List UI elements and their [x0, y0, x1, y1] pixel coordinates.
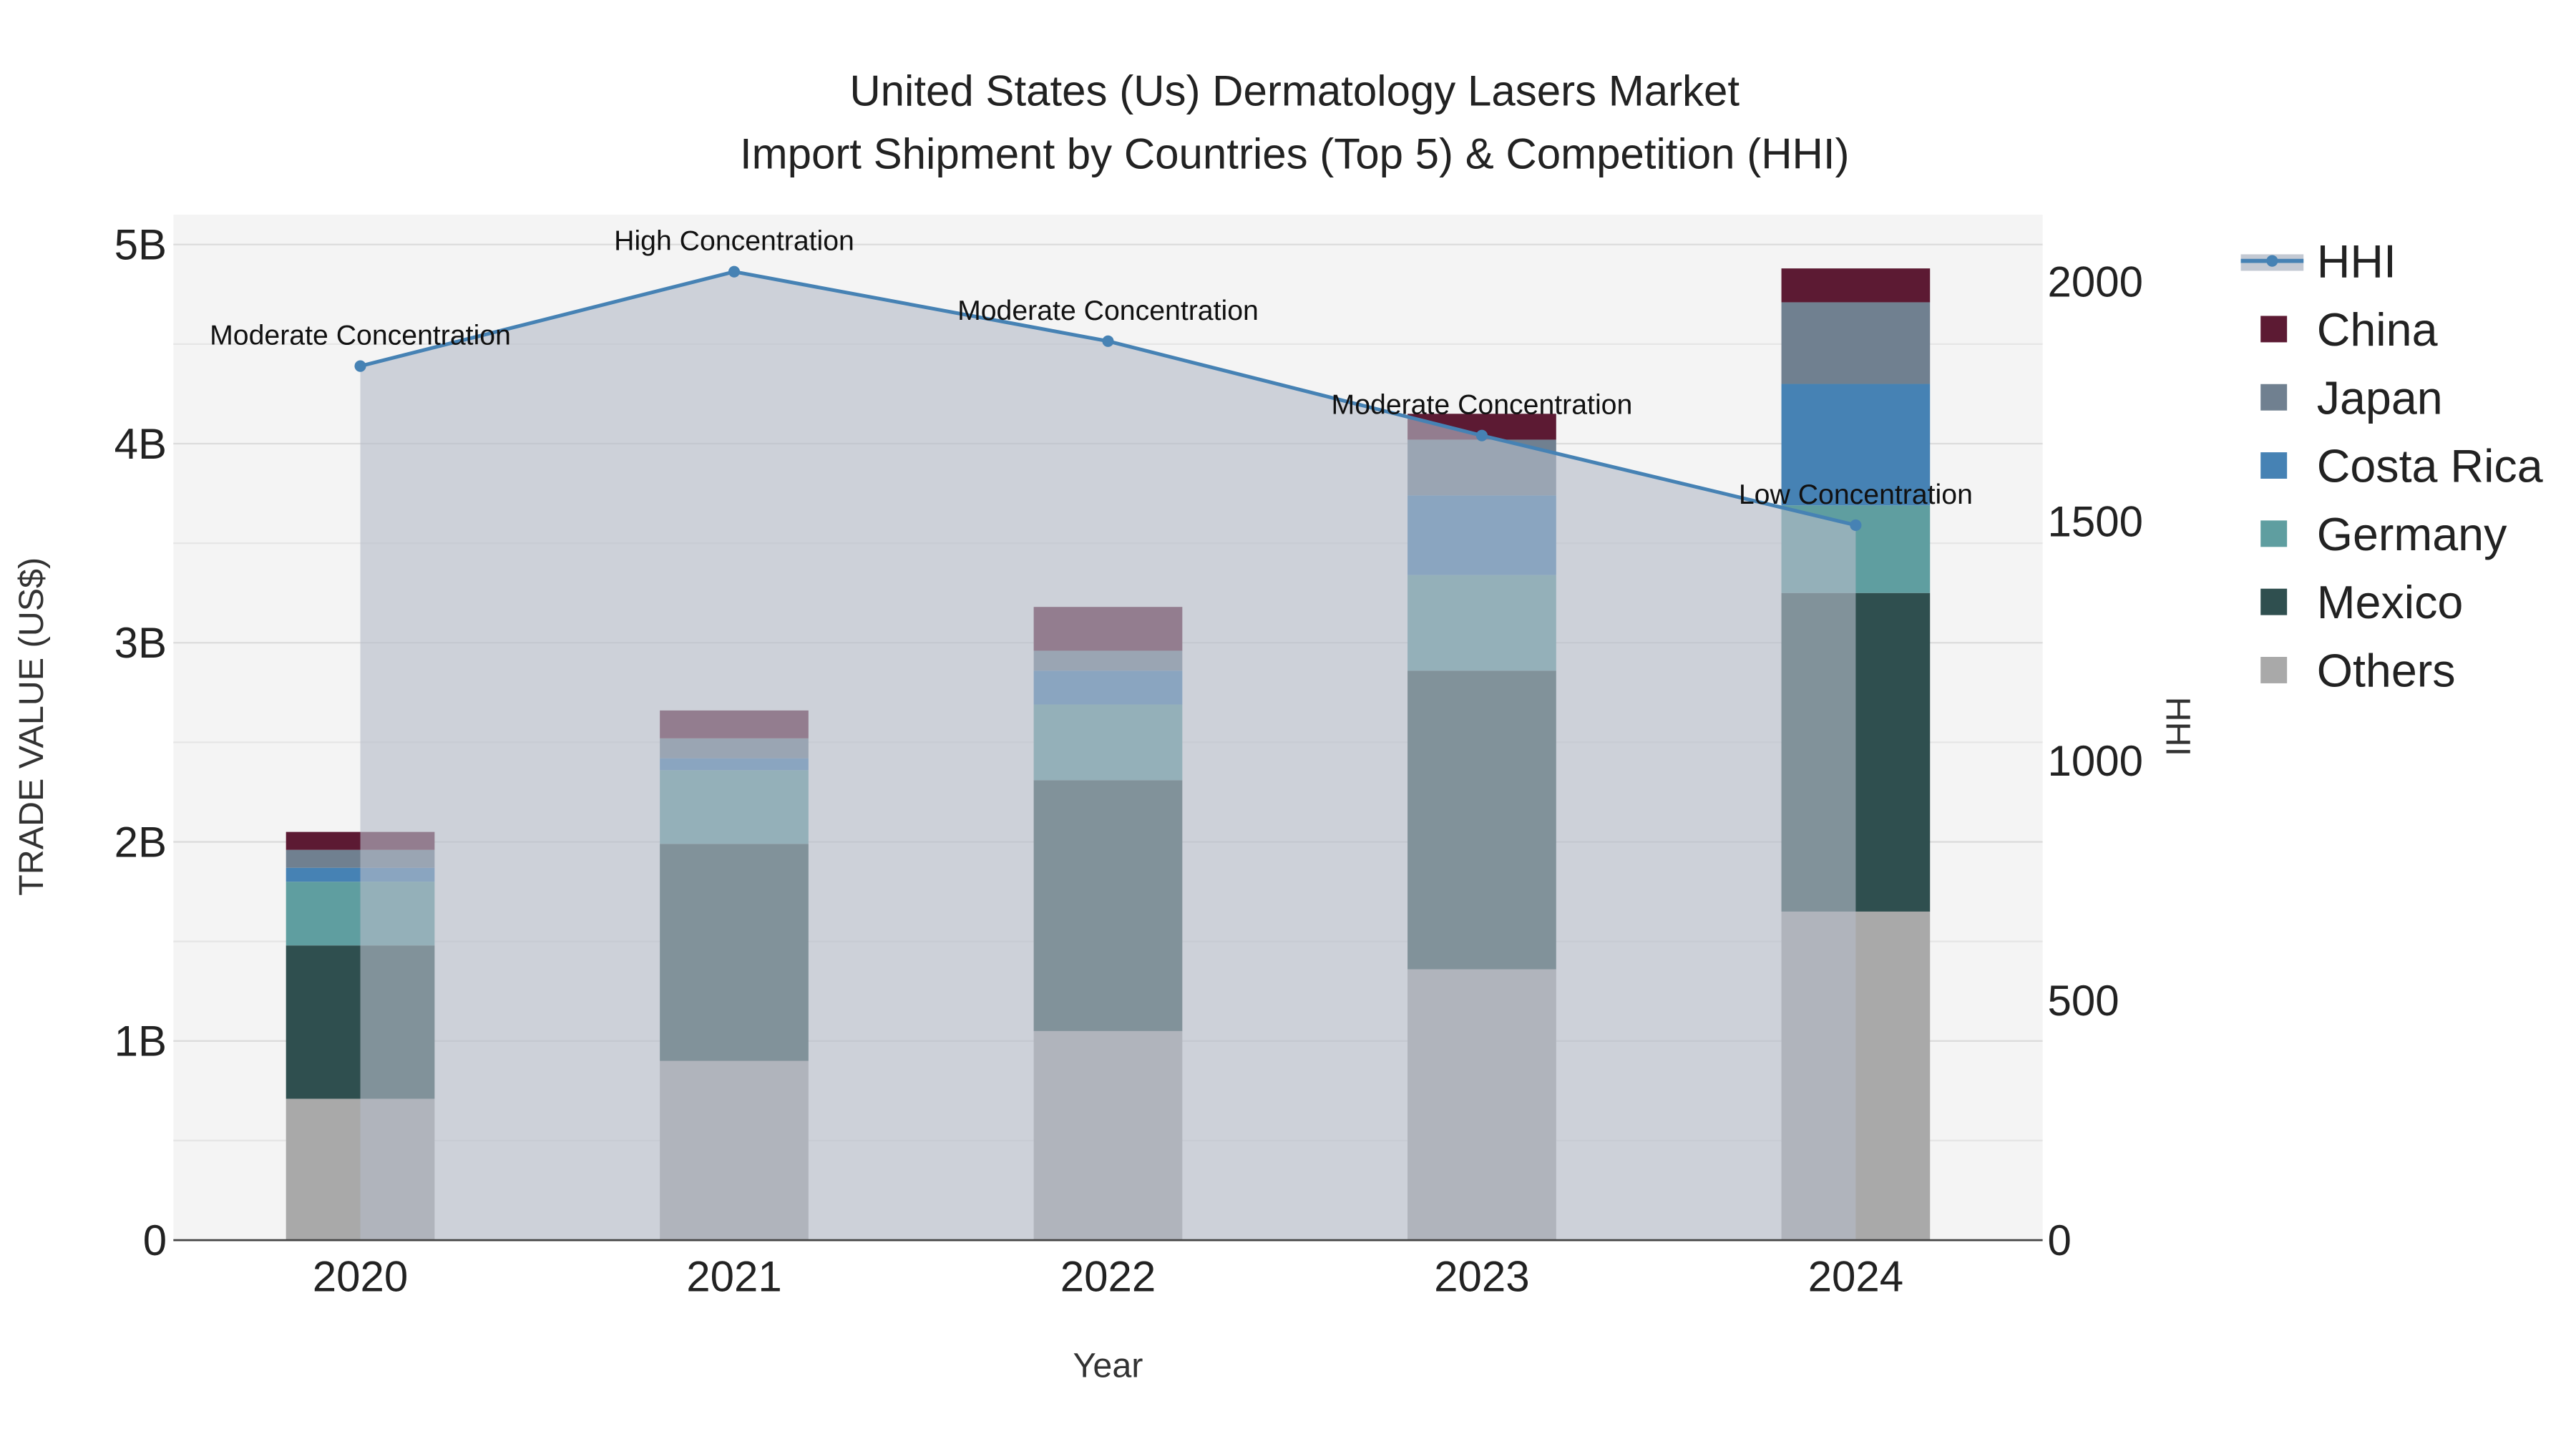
- hhi-point: [1475, 429, 1488, 441]
- x-tick-label: 2020: [313, 1253, 408, 1301]
- x-axis-label: Year: [1073, 1347, 1143, 1385]
- hhi-point: [354, 360, 366, 372]
- hhi-point: [1850, 519, 1862, 532]
- legend-label-hhi: HHI: [2317, 236, 2396, 288]
- y-tick-label: 2B: [114, 818, 167, 866]
- hhi-annotation: Moderate Concentration: [957, 295, 1259, 326]
- legend-label-germany: Germany: [2317, 509, 2507, 560]
- hhi-annotation: Low Concentration: [1739, 479, 1973, 510]
- legend-label-others: Others: [2317, 645, 2456, 697]
- hhi-area: [360, 271, 1856, 1241]
- legend-swatch-japan: [2260, 384, 2288, 411]
- chart-title: United States (Us) Dermatology Lasers Ma…: [849, 67, 1740, 115]
- y-tick-label: 0: [143, 1216, 167, 1264]
- x-tick-label: 2023: [1434, 1253, 1529, 1301]
- chart-subtitle: Import Shipment by Countries (Top 5) & C…: [740, 130, 1850, 177]
- legend-swatch-hhi-marker: [2266, 255, 2278, 267]
- hhi-point: [728, 265, 741, 278]
- legend-swatch-others: [2260, 657, 2288, 683]
- y2-tick-label: 0: [2048, 1216, 2072, 1264]
- bar-costa-rica: [1781, 384, 1931, 506]
- hhi-annotation: High Concentration: [614, 225, 854, 257]
- hhi-point: [1102, 335, 1114, 347]
- legend-label-china: China: [2317, 304, 2438, 356]
- x-tick-label: 2022: [1060, 1253, 1156, 1301]
- legend-label-japan: Japan: [2317, 372, 2443, 424]
- hhi-annotation: Moderate Concentration: [210, 320, 511, 351]
- y2-tick-label: 2000: [2048, 258, 2143, 306]
- hhi-annotation: Moderate Concentration: [1332, 389, 1633, 421]
- y2-tick-label: 1000: [2048, 737, 2143, 785]
- y-tick-label: 3B: [114, 619, 167, 667]
- legend-swatch-china: [2260, 316, 2288, 343]
- legend-swatch-germany: [2260, 520, 2288, 547]
- y-tick-label: 1B: [114, 1018, 167, 1065]
- legend-label-mexico: Mexico: [2317, 577, 2464, 628]
- y2-tick-label: 500: [2048, 977, 2119, 1025]
- legend-swatch-costa-rica: [2260, 452, 2288, 479]
- y2-axis-label: HHI: [2159, 697, 2197, 756]
- bar-china: [1781, 268, 1931, 303]
- y-tick-label: 4B: [114, 420, 167, 468]
- legend-label-costa-rica: Costa Rica: [2317, 441, 2543, 492]
- y2-tick-label: 1500: [2048, 497, 2143, 545]
- y-axis-label: TRADE VALUE (US$): [12, 557, 51, 896]
- legend-swatch-mexico: [2260, 588, 2288, 615]
- bar-japan: [1781, 302, 1931, 384]
- x-tick-label: 2021: [686, 1253, 781, 1301]
- x-tick-label: 2024: [1808, 1253, 1903, 1301]
- y-tick-label: 5B: [114, 221, 167, 269]
